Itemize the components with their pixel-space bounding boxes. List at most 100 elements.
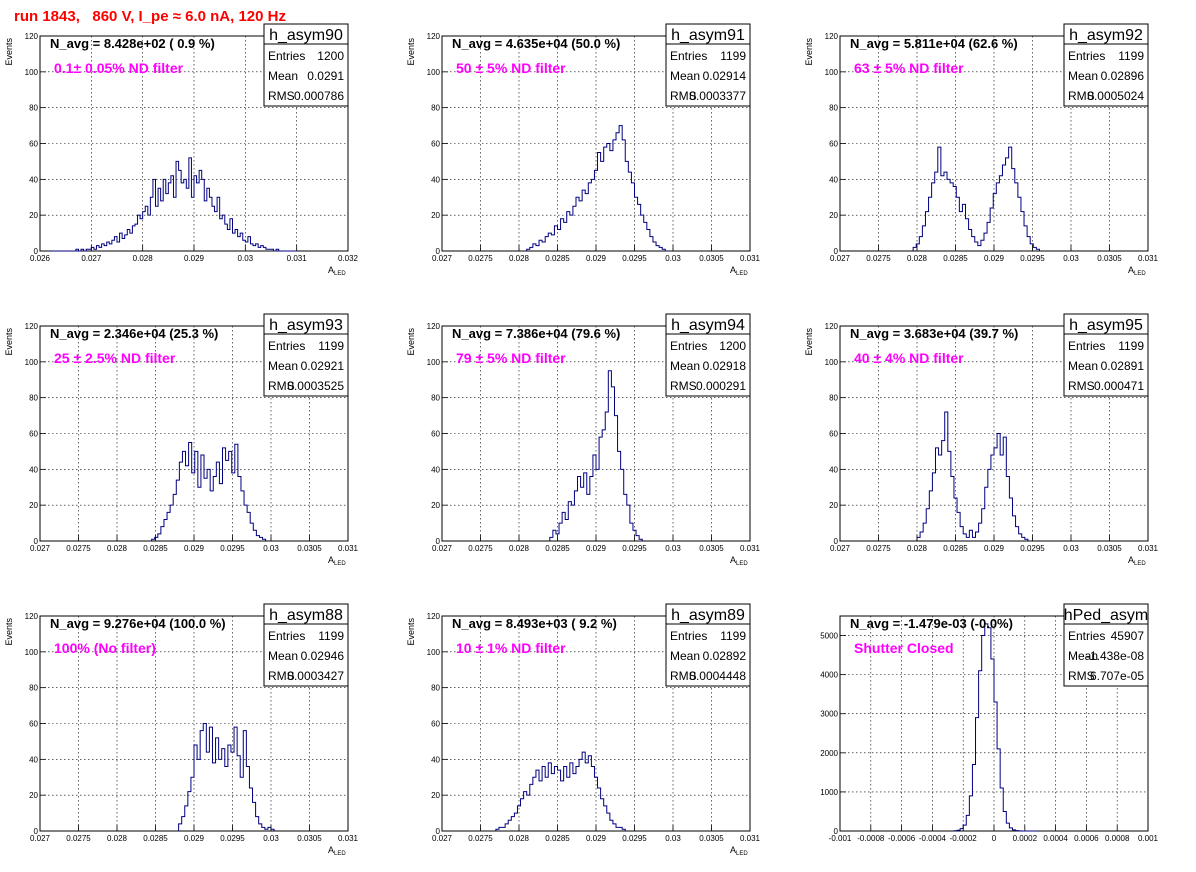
- histogram-panel: 0.027 0.0275 0.028 0.0285 0.029 0.0295 0.03 0.0…: [804, 313, 1159, 567]
- x-tick-label: 0.0275: [66, 544, 91, 553]
- x-tick-label: 0.029: [586, 254, 607, 263]
- page-title: run 1843, 860 V, I_pe ≈ 6.0 nA, 120 Hz: [14, 8, 286, 25]
- x-tick-label: 0.029: [586, 544, 607, 553]
- y-tick-label: 20: [431, 211, 440, 220]
- histogram-line: [549, 370, 643, 541]
- y-tick-label: 120: [427, 612, 441, 621]
- stats-box-title: h_asym90: [269, 27, 343, 44]
- histogram-line: [50, 157, 297, 252]
- stats-value: 1199: [318, 339, 344, 353]
- y-tick-label: 100: [25, 648, 39, 657]
- n-avg-label: N_avg = 8.428e+02 ( 0.9 %): [50, 36, 215, 51]
- stats-label: RMS: [268, 379, 295, 393]
- y-tick-label: 100: [427, 358, 441, 367]
- x-tick-label: 0.0295: [220, 834, 245, 843]
- y-tick-label: 60: [431, 720, 440, 729]
- y-tick-label: 20: [829, 211, 838, 220]
- stats-label: Entries: [1068, 629, 1105, 643]
- y-tick-label: 80: [29, 684, 38, 693]
- x-tick-label: 0.031: [287, 254, 308, 263]
- y-tick-label: 0: [34, 827, 39, 836]
- histogram-panel: 0.027 0.0275 0.028 0.0285 0.029 0.0295 0.03 0.0…: [406, 603, 761, 857]
- stats-box-title: h_asym93: [269, 317, 343, 334]
- histogram-panel: 0.027 0.0275 0.028 0.0285 0.029 0.0295 0.03 0.0…: [406, 313, 761, 567]
- y-tick-label: 40: [431, 755, 440, 764]
- x-tick-label: 0.027: [30, 834, 51, 843]
- y-tick-label: 20: [29, 791, 38, 800]
- x-tick-label: 0.0285: [545, 544, 570, 553]
- stats-label: Mean: [670, 649, 700, 663]
- y-axis-title: Events: [804, 328, 814, 356]
- y-tick-label: 4000: [820, 671, 838, 680]
- stats-value: 1200: [317, 49, 344, 63]
- x-tick-label: 0.0295: [622, 544, 647, 553]
- x-tick-label: 0.0275: [468, 834, 493, 843]
- y-tick-label: 60: [29, 430, 38, 439]
- histogram-line: [912, 146, 1040, 251]
- histogram-panel: 0.027 0.0275 0.028 0.0285 0.029 0.0295 0.03 0.0…: [406, 23, 761, 277]
- x-tick-label: 0.028: [509, 254, 530, 263]
- y-tick-label: 0: [436, 827, 441, 836]
- x-tick-label: 0.031: [740, 254, 761, 263]
- y-tick-label: 80: [829, 394, 838, 403]
- stats-box-title: h_asym91: [671, 27, 745, 44]
- histogram-line: [526, 125, 669, 252]
- stats-value: 0.02918: [703, 359, 747, 373]
- y-tick-label: 100: [25, 358, 39, 367]
- stats-label: Entries: [268, 49, 305, 63]
- filter-label: Shutter Closed: [854, 640, 954, 656]
- filter-label: 63 ± 5% ND filter: [854, 60, 964, 76]
- x-tick-label: 0.032: [338, 254, 359, 263]
- x-tick-label: 0.03: [263, 834, 279, 843]
- x-tick-label: 0.03: [238, 254, 254, 263]
- stats-label: Mean: [670, 359, 700, 373]
- x-axis-title-subscript: LED: [736, 851, 748, 857]
- y-tick-label: 40: [829, 465, 838, 474]
- stats-label: Mean: [1068, 649, 1098, 663]
- n-avg-label: N_avg = 7.386e+04 (79.6 %): [452, 326, 620, 341]
- stats-value: 0.0003377: [689, 89, 746, 103]
- y-axis-title: Events: [4, 618, 14, 646]
- stats-value: 1199: [1118, 49, 1144, 63]
- y-tick-label: 120: [25, 612, 39, 621]
- y-tick-label: 120: [825, 32, 839, 41]
- n-avg-label: N_avg = 3.683e+04 (39.7 %): [850, 326, 1018, 341]
- x-tick-label: 0.0295: [622, 834, 647, 843]
- x-tick-label: 0.0305: [297, 544, 322, 553]
- x-tick-label: 0.03: [263, 544, 279, 553]
- x-tick-label: 0.0305: [699, 254, 724, 263]
- y-tick-label: 20: [829, 501, 838, 510]
- x-tick-label: 0.0008: [1105, 834, 1130, 843]
- y-tick-label: 2000: [820, 749, 838, 758]
- stats-value: 1199: [720, 629, 746, 643]
- stats-label: Mean: [670, 69, 700, 83]
- x-tick-label: 0.029: [984, 544, 1005, 553]
- y-tick-label: 20: [29, 211, 38, 220]
- stats-label: Entries: [670, 49, 707, 63]
- stats-box-title: h_asym95: [1069, 317, 1143, 334]
- y-tick-label: 120: [825, 322, 839, 331]
- n-avg-label: N_avg = 4.635e+04 (50.0 %): [452, 36, 620, 51]
- stats-value: 0.000291: [696, 379, 746, 393]
- stats-value: 0.000471: [1094, 379, 1144, 393]
- x-axis-title: ALED: [328, 265, 346, 277]
- x-tick-label: 0.028: [907, 544, 928, 553]
- x-tick-label: -0.0008: [857, 834, 885, 843]
- stats-label: Entries: [670, 339, 707, 353]
- x-tick-label: 0.0295: [1020, 544, 1045, 553]
- y-tick-label: 60: [29, 720, 38, 729]
- x-axis-title-subscript: LED: [1134, 271, 1146, 277]
- y-tick-label: 100: [825, 68, 839, 77]
- stats-box: [665, 23, 751, 107]
- y-tick-label: 60: [829, 430, 838, 439]
- x-tick-label: 0.0285: [943, 544, 968, 553]
- x-tick-label: 0.027: [81, 254, 102, 263]
- x-tick-label: 0.0275: [866, 544, 891, 553]
- stats-value: 0.02891: [1101, 359, 1145, 373]
- y-tick-label: 40: [829, 175, 838, 184]
- x-tick-label: 0.027: [830, 254, 851, 263]
- y-tick-label: 60: [431, 430, 440, 439]
- stats-label: Entries: [1068, 49, 1105, 63]
- x-tick-label: -0.0002: [950, 834, 978, 843]
